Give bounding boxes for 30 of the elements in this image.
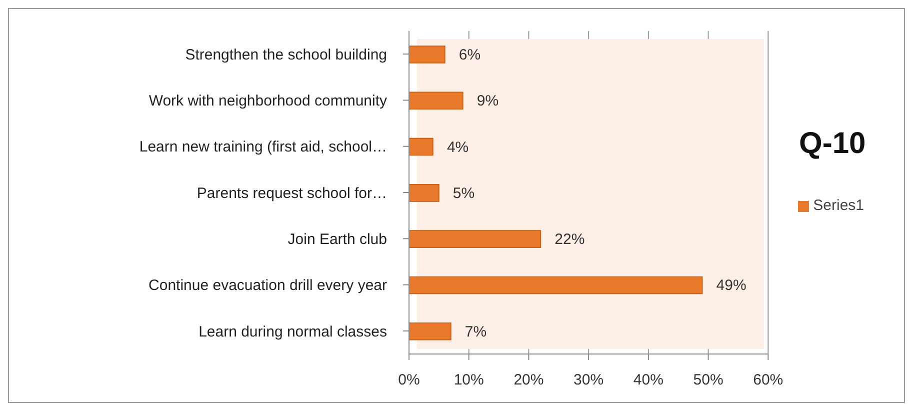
x-tick-label: 0% — [398, 372, 420, 389]
y-tick-label: Parents request school for… — [196, 184, 387, 202]
x-tick-label: 50% — [693, 372, 724, 389]
x-tick-label: 40% — [633, 372, 664, 389]
y-tick-label: Learn during normal classes — [198, 323, 387, 340]
bar — [409, 92, 464, 110]
y-tick-label: Work with neighborhood community — [148, 92, 388, 110]
y-tick-label: Continue evacuation drill every year — [148, 277, 387, 294]
x-tick-label: 20% — [514, 372, 544, 389]
bar — [409, 184, 440, 202]
data-label: 6% — [458, 46, 481, 64]
y-tick-label: Strengthen the school building — [185, 46, 387, 64]
x-tick-label: 10% — [454, 372, 484, 389]
data-label: 9% — [476, 92, 499, 110]
x-tick-label: 60% — [753, 372, 784, 389]
bar — [409, 230, 542, 248]
bar — [409, 46, 446, 64]
legend-label: Series1 — [813, 197, 864, 214]
bar — [409, 276, 703, 294]
data-label: 7% — [464, 323, 487, 340]
data-label: 49% — [716, 277, 746, 294]
bar — [409, 138, 434, 156]
data-label: 4% — [446, 138, 469, 156]
text: Q-10 — [799, 127, 866, 161]
y-tick-label: Learn new training (first aid, school… — [139, 138, 387, 156]
x-tick-label: 30% — [574, 372, 604, 389]
y-tick-label: Join Earth club — [288, 230, 387, 248]
bar — [409, 322, 452, 340]
data-label: 22% — [554, 231, 585, 248]
data-label: 5% — [452, 184, 475, 202]
